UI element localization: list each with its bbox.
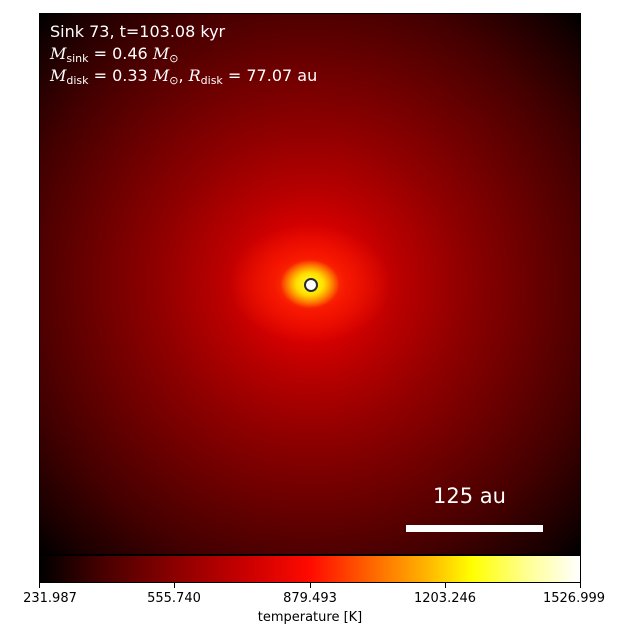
temperature-map-panel: Sink 73, t=103.08 kyr Msink = 0.46 M⊙ Md… [39,13,581,555]
scale-bar-label: 125 au [433,484,506,508]
colorbar-tick-label: 879.493 [283,591,337,606]
colorbar-tick-label: 555.740 [147,591,201,606]
colorbar-tick [174,583,175,588]
colorbar-label: temperature [K] [257,610,363,625]
temperature-colorbar [39,555,581,583]
colorbar-tick-label: 231.987 [23,591,77,606]
colorbar-tick [39,583,40,588]
disk-properties-text: Mdisk = 0.33 M⊙, Rdisk = 77.07 au [50,66,318,87]
sink-mass-text: Msink = 0.46 M⊙ [50,44,179,65]
colorbar-tick [580,583,581,588]
colorbar-tick-label: 1203.246 [413,591,477,606]
colorbar-tick [445,583,446,588]
colorbar-tick [310,583,311,588]
scale-bar [406,525,543,532]
sink-marker-icon [304,278,318,292]
sink-title: Sink 73, t=103.08 kyr [50,22,226,41]
colorbar-tick-label: 1526.999 [542,591,606,606]
